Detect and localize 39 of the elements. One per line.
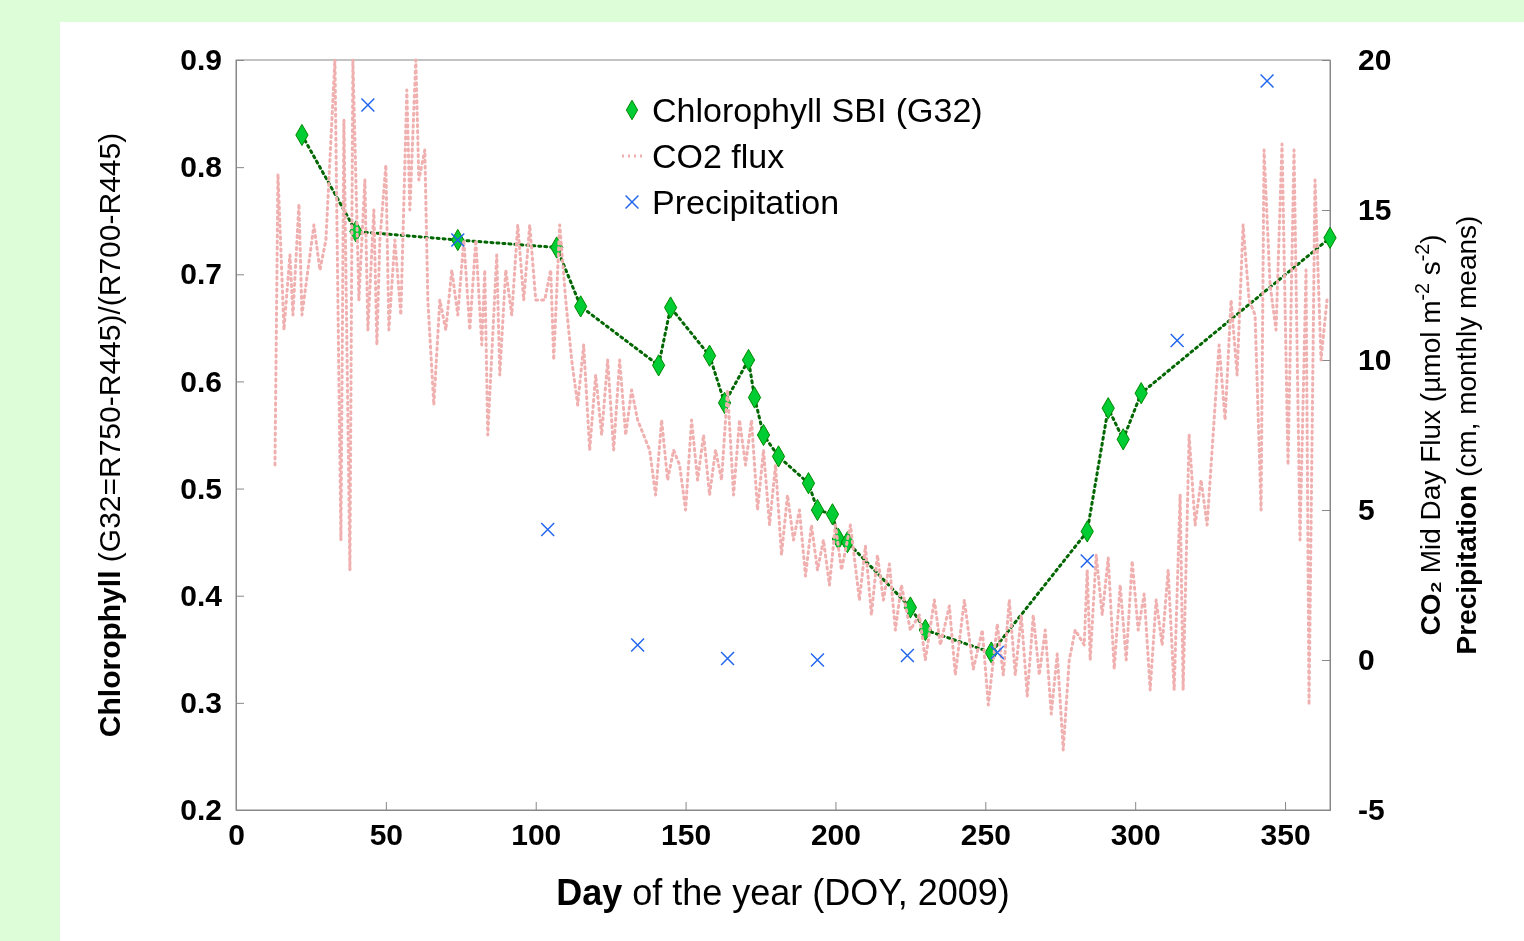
y2-tick-label: 20 [1358,43,1392,77]
point [360,97,376,113]
y2-tick-label: -5 [1358,793,1385,827]
y2-tick-label: 15 [1358,193,1392,227]
y-tick-label: 0.3 [180,685,222,719]
y-tick-label: 0.6 [180,364,222,398]
x-tick-label: 50 [369,818,404,852]
y-tick-label: 0.7 [180,257,222,291]
x-tick-label: 200 [810,818,861,852]
y2-tick-label: 10 [1358,343,1392,377]
point [810,652,825,668]
point [1169,333,1185,348]
x-tick-label: 350 [1260,818,1311,852]
point [900,648,915,663]
y-tick-label: 0.4 [180,578,223,612]
legend-label: Chlorophyll SBI (G32) [652,91,983,129]
x-tick-label: 150 [661,818,712,852]
y-axis-title: Chlorophyll (G32=R750-R445)/(R700-R445) [93,132,126,738]
x-tick-label: 0 [228,818,245,852]
y-tick-label: 0.8 [180,150,222,184]
point [1080,553,1095,569]
x-tick-label: 250 [960,818,1011,852]
legend-label: Precipitation [652,183,840,221]
point [720,651,735,666]
legend-label: CO2 flux [652,137,785,175]
point [450,232,465,248]
y-tick-label: 0.9 [180,43,222,77]
point [1259,73,1275,89]
x-tick-label: 100 [511,818,562,852]
point [630,637,645,653]
y-tick-label: 0.2 [180,793,222,827]
x-axis-title: Day of the year (DOY, 2009) [556,872,1010,913]
y-tick-label: 0.5 [180,471,222,505]
y2-tick-label: 5 [1358,493,1375,527]
x-tick-label: 300 [1110,818,1161,852]
y2-tick-label: 0 [1358,643,1375,677]
point [990,645,1005,660]
line-series [273,58,1329,752]
point [540,522,555,537]
